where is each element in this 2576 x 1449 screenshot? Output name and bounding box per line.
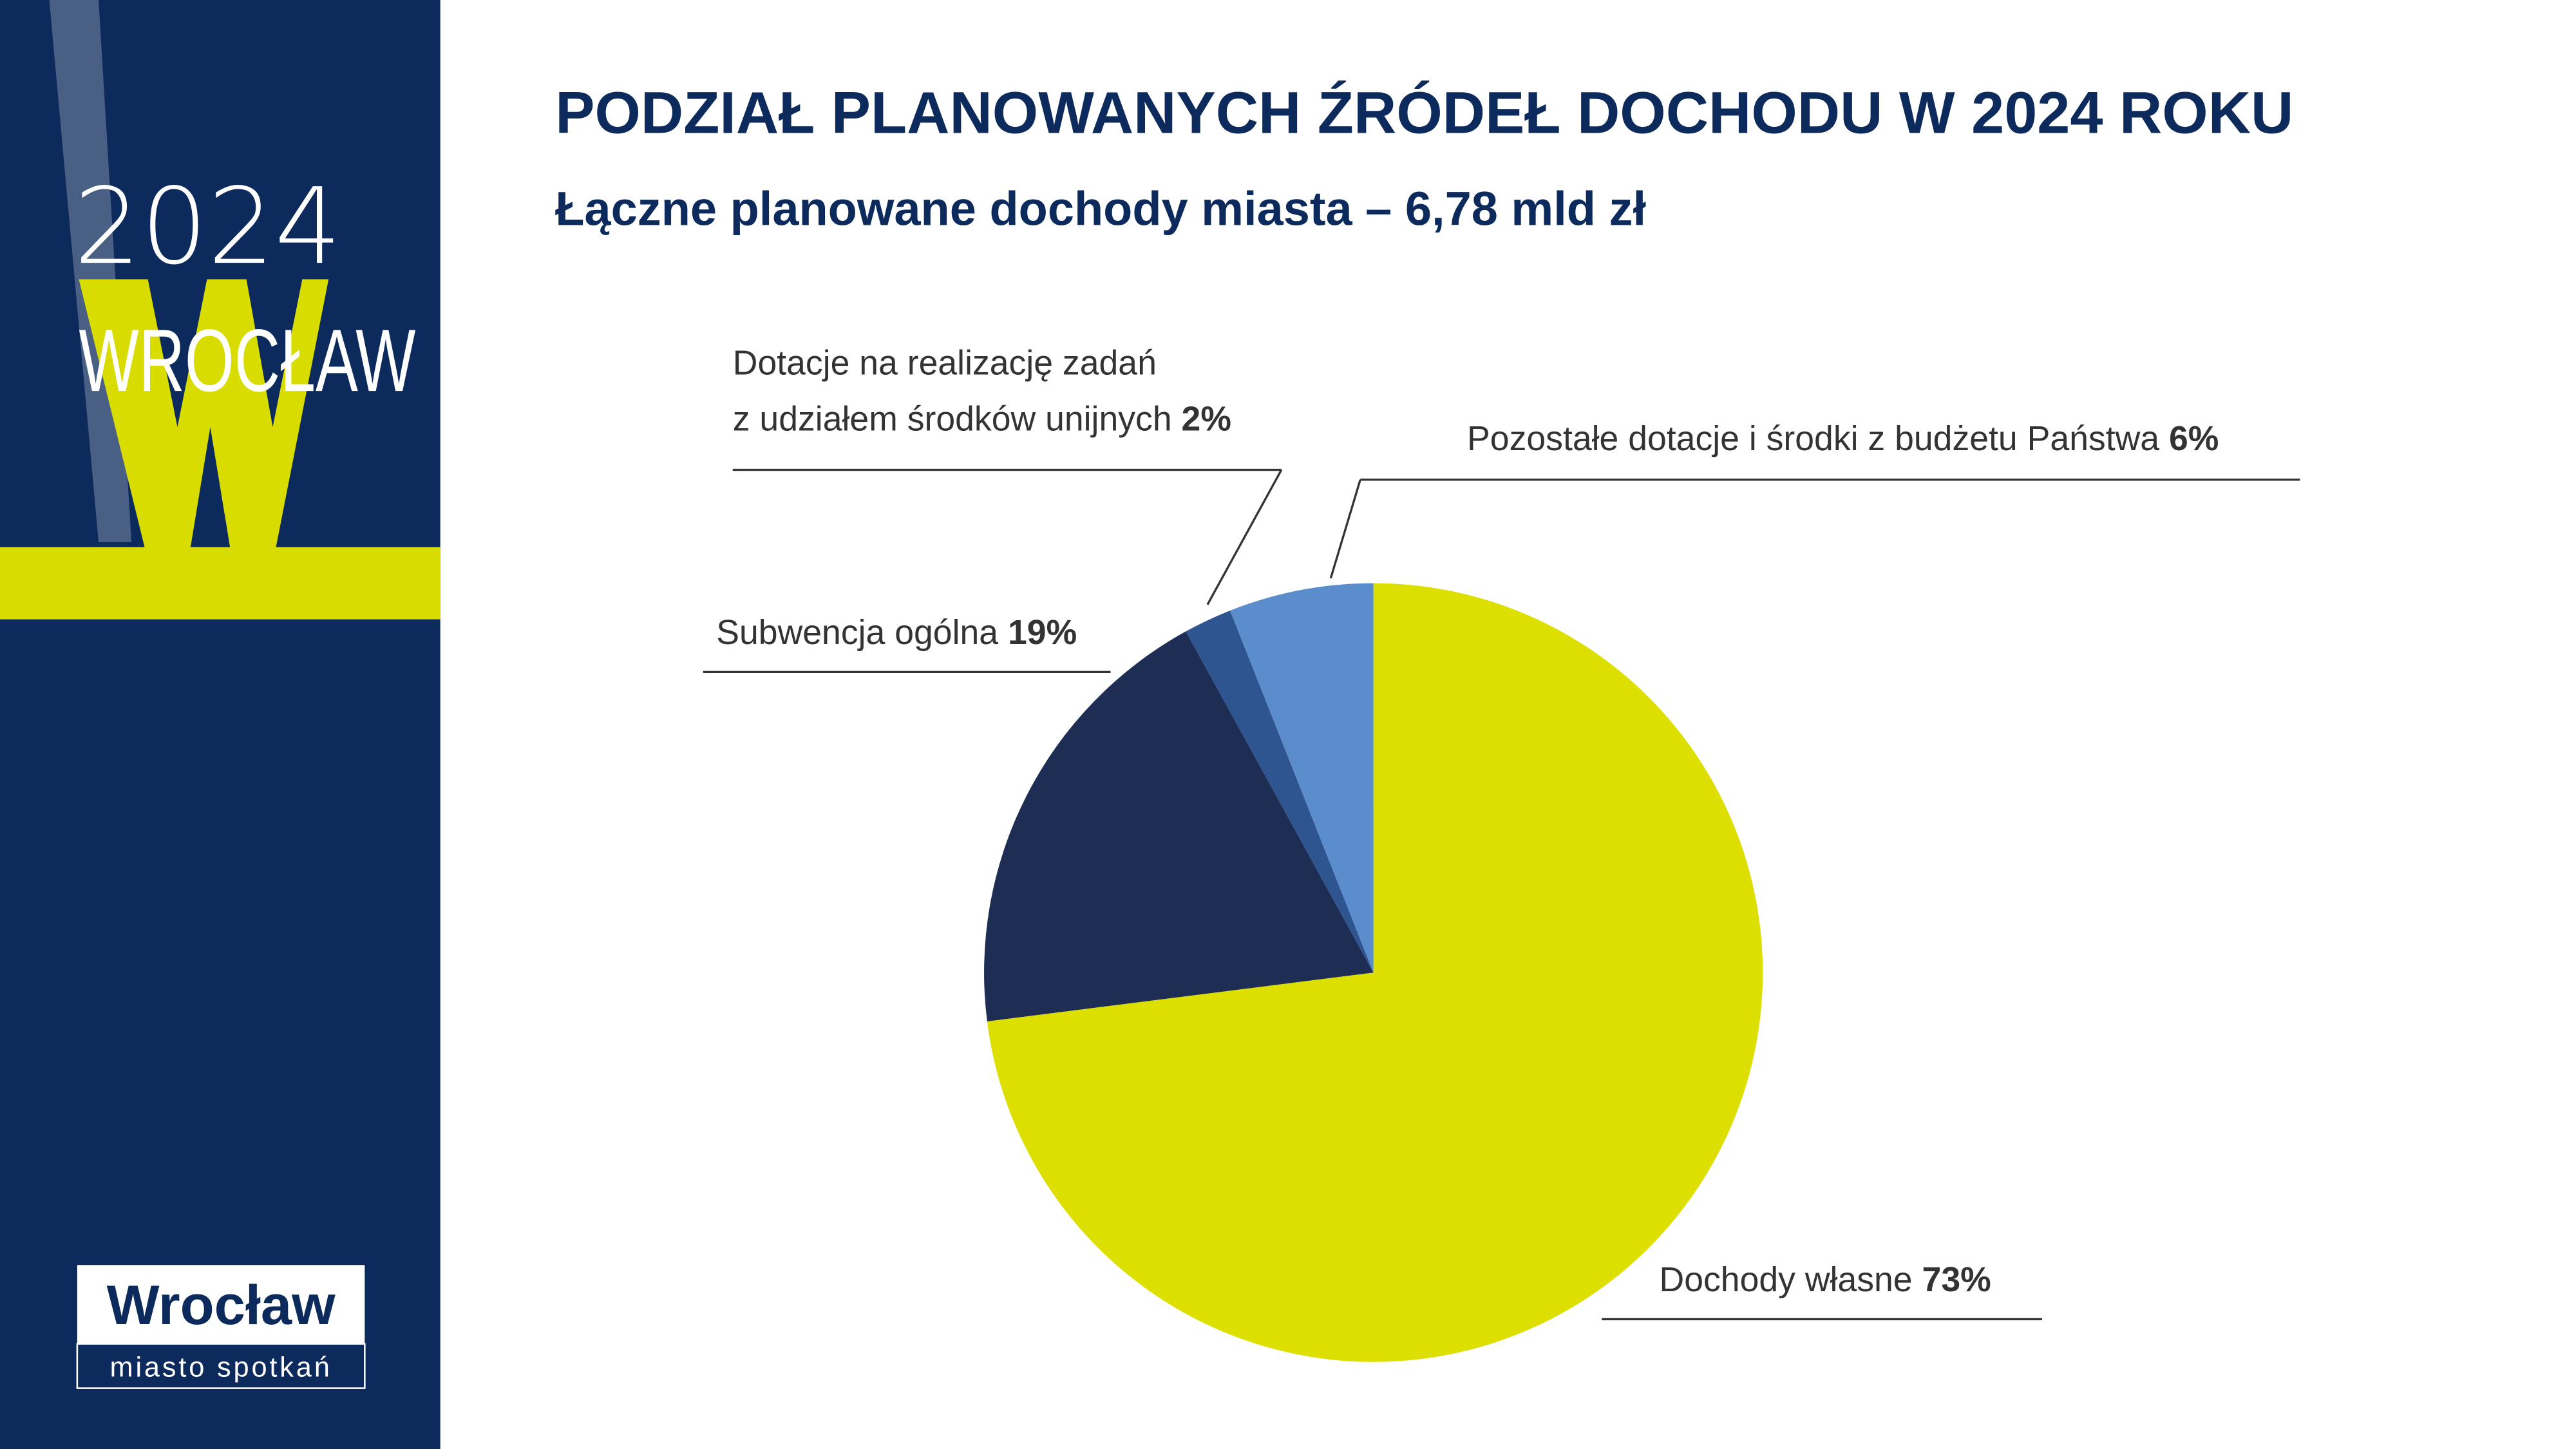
leader-line bbox=[1329, 479, 1361, 579]
tagline-box bbox=[76, 1343, 366, 1389]
slice-label: Subwencja ogólna 19% bbox=[716, 606, 1077, 662]
pie-slice bbox=[987, 583, 1763, 1362]
slice-label: Dotacje na realizację zadań z udziałem ś… bbox=[733, 337, 1231, 448]
logo-box bbox=[77, 1265, 365, 1344]
category-label: Dochody własne bbox=[1659, 1262, 1913, 1300]
pie-slice bbox=[1230, 583, 1374, 973]
slice-label: Pozostałe dotacje i środki z budżetu Pań… bbox=[1467, 412, 2219, 468]
sidebar-year: 2024 bbox=[74, 165, 341, 288]
logo-tagline: miasto spotkań bbox=[110, 1352, 332, 1383]
sidebar-city: WROCŁAW bbox=[79, 311, 415, 410]
pie-slice bbox=[984, 631, 1374, 1021]
value-label: 6% bbox=[2168, 421, 2219, 459]
sidebar bbox=[0, 0, 440, 1449]
category-label: Dotacje na realizację zadań z udziałem ś… bbox=[732, 345, 1172, 439]
category-label: Subwencja ogólna bbox=[716, 614, 999, 652]
chart-title: PODZIAŁ PLANOWANYCH ŹRÓDEŁ DOCHODU W 202… bbox=[555, 79, 2294, 147]
value-label: 19% bbox=[1008, 614, 1077, 652]
pie-slice bbox=[1186, 611, 1374, 973]
leader-line bbox=[1206, 469, 1283, 605]
chart-subtitle: Łączne planowane dochody miasta – 6,78 m… bbox=[555, 184, 1647, 237]
yellow-band bbox=[0, 547, 440, 620]
logo-text: Wrocław bbox=[107, 1274, 336, 1336]
category-label: Pozostałe dotacje i środki z budżetu Pań… bbox=[1467, 421, 2160, 459]
value-label: 73% bbox=[1922, 1262, 1991, 1300]
slice-label: Dochody własne 73% bbox=[1660, 1253, 1991, 1309]
w-letter bbox=[79, 279, 329, 547]
value-label: 2% bbox=[1181, 401, 1231, 439]
pie bbox=[703, 468, 2300, 1362]
